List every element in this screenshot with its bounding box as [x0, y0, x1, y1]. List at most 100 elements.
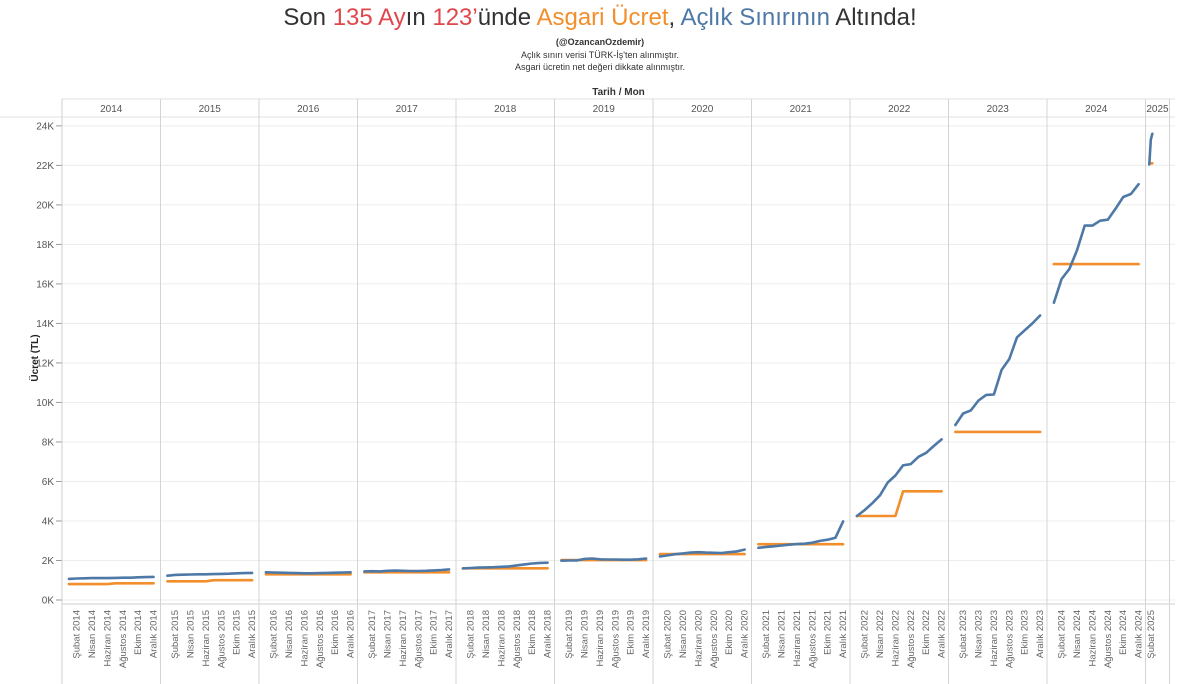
series-aclik-siniri	[363, 568, 451, 573]
year-label: 2014	[100, 104, 123, 115]
x-month-label: Ekim 2017	[429, 610, 440, 655]
x-month-label: Ekim 2023	[1020, 610, 1031, 655]
y-tick-label: 2K	[42, 556, 55, 567]
x-month-label: Aralık 2017	[444, 610, 455, 658]
series-asgari-ucret	[855, 489, 943, 518]
x-month-label: Aralık 2023	[1035, 610, 1046, 658]
x-month-label: Nisan 2019	[580, 610, 591, 658]
x-month-label: Ağustos 2018	[512, 610, 523, 668]
x-month-label: Ekim 2015	[232, 610, 243, 655]
x-month-label: Nisan 2022	[875, 610, 886, 658]
series-aclik-siniri	[1148, 132, 1154, 166]
x-month-label: Nisan 2014	[87, 610, 98, 658]
series-asgari-ucret	[166, 578, 254, 583]
series-aclik-siniri	[166, 571, 254, 578]
year-label: 2021	[790, 104, 813, 115]
x-month-label: Aralık 2024	[1134, 610, 1145, 658]
x-month-label: Haziran 2022	[890, 610, 901, 667]
series-aclik-siniri	[855, 438, 943, 518]
year-label: 2022	[888, 104, 911, 115]
year-label: 2017	[396, 104, 419, 115]
x-month-label: Haziran 2023	[989, 610, 1000, 667]
year-label: 2024	[1085, 104, 1108, 115]
x-month-label: Nisan 2023	[974, 610, 985, 658]
x-month-label: Nisan 2015	[186, 610, 197, 658]
y-tick-label: 20K	[36, 200, 54, 211]
series-asgari-ucret	[67, 581, 155, 586]
series-aclik-siniri	[67, 575, 155, 581]
x-month-label: Ağustos 2020	[709, 610, 720, 668]
x-month-label: Ekim 2022	[921, 610, 932, 655]
x-month-label: Aralık 2016	[346, 610, 357, 658]
x-month-label: Ağustos 2014	[118, 610, 129, 668]
y-tick-label: 24K	[36, 121, 54, 132]
y-tick-label: 18K	[36, 240, 54, 251]
year-label: 2023	[987, 104, 1010, 115]
year-label: 2018	[494, 104, 517, 115]
x-month-label: Aralık 2020	[740, 610, 751, 658]
year-label: 2025	[1146, 104, 1169, 115]
x-month-label: Haziran 2024	[1087, 610, 1098, 667]
x-month-label: Nisan 2021	[777, 610, 788, 658]
x-month-label: Ekim 2024	[1118, 610, 1129, 655]
x-month-label: Ekim 2021	[823, 610, 834, 655]
x-month-label: Şubat 2014	[72, 610, 83, 659]
title-part: ünde	[477, 4, 537, 31]
title-part: Açlık Sınırının	[680, 4, 830, 31]
y-tick-label: 10K	[36, 398, 54, 409]
x-month-label: Şubat 2015	[170, 610, 181, 659]
x-month-label: Aralık 2018	[543, 610, 554, 658]
author-handle: (@OzancanOzdemir)	[555, 37, 645, 47]
x-month-label: Nisan 2024	[1072, 610, 1083, 658]
x-month-label: Aralık 2019	[641, 610, 652, 658]
y-tick-label: 4K	[42, 516, 55, 527]
x-month-label: Şubat 2020	[663, 610, 674, 659]
x-month-label: Şubat 2019	[564, 610, 575, 659]
x-month-label: Şubat 2024	[1057, 610, 1068, 659]
x-month-label: Ekim 2016	[330, 610, 341, 655]
x-month-label: Ekim 2019	[626, 610, 637, 655]
series-aclik-siniri	[1052, 182, 1140, 305]
x-month-label: Ekim 2020	[724, 610, 735, 655]
x-month-label: Nisan 2020	[678, 610, 689, 658]
x-month-label: Haziran 2016	[299, 610, 310, 667]
year-label: 2015	[199, 104, 222, 115]
x-month-label: Şubat 2022	[860, 610, 871, 659]
y-tick-label: 22K	[36, 161, 54, 172]
title-part: 135 Ay	[332, 4, 406, 31]
x-month-label: Şubat 2023	[958, 610, 969, 659]
y-tick-label: 14K	[36, 319, 54, 330]
title-part: 123’	[432, 4, 478, 31]
x-month-label: Ekim 2014	[133, 610, 144, 655]
title-part: Asgari Ücret	[536, 4, 669, 31]
x-month-label: Şubat 2021	[761, 610, 772, 659]
x-month-label: Şubat 2016	[269, 610, 280, 659]
x-month-label: Aralık 2022	[937, 610, 948, 658]
x-month-label: Ekim 2018	[527, 610, 538, 655]
x-month-label: Aralık 2014	[149, 610, 160, 658]
y-tick-label: 16K	[36, 279, 54, 290]
x-month-label: Haziran 2014	[102, 610, 113, 667]
x-month-label: Şubat 2025	[1146, 610, 1157, 659]
y-tick-label: 0K	[42, 596, 55, 607]
x-month-label: Nisan 2016	[284, 610, 295, 658]
series-aclik-siniri	[954, 314, 1042, 427]
x-month-label: Ağustos 2023	[1004, 610, 1015, 668]
series-aclik-siniri	[461, 561, 549, 570]
series-aclik-siniri	[757, 520, 845, 550]
title-part: ,	[668, 4, 681, 31]
chart-title: Son 135 Ayın 123’ünde Asgari Ücret, Açlı…	[0, 4, 1200, 32]
series-aclik-siniri	[560, 557, 648, 563]
x-month-label: Ağustos 2017	[413, 610, 424, 668]
x-month-label: Haziran 2021	[792, 610, 803, 667]
year-label: 2020	[691, 104, 714, 115]
y-axis-title: Ücret (TL)	[28, 334, 41, 381]
year-label: 2016	[297, 104, 320, 115]
title-part: Altında!	[829, 4, 917, 31]
y-tick-label: 12K	[36, 358, 54, 369]
x-month-label: Nisan 2018	[481, 610, 492, 658]
net-value-note: Asgari ücretin net değeri dikkate alınmı…	[514, 62, 686, 72]
x-month-label: Ağustos 2016	[315, 610, 326, 668]
column-header-label: Tarih / Mon	[592, 87, 645, 98]
